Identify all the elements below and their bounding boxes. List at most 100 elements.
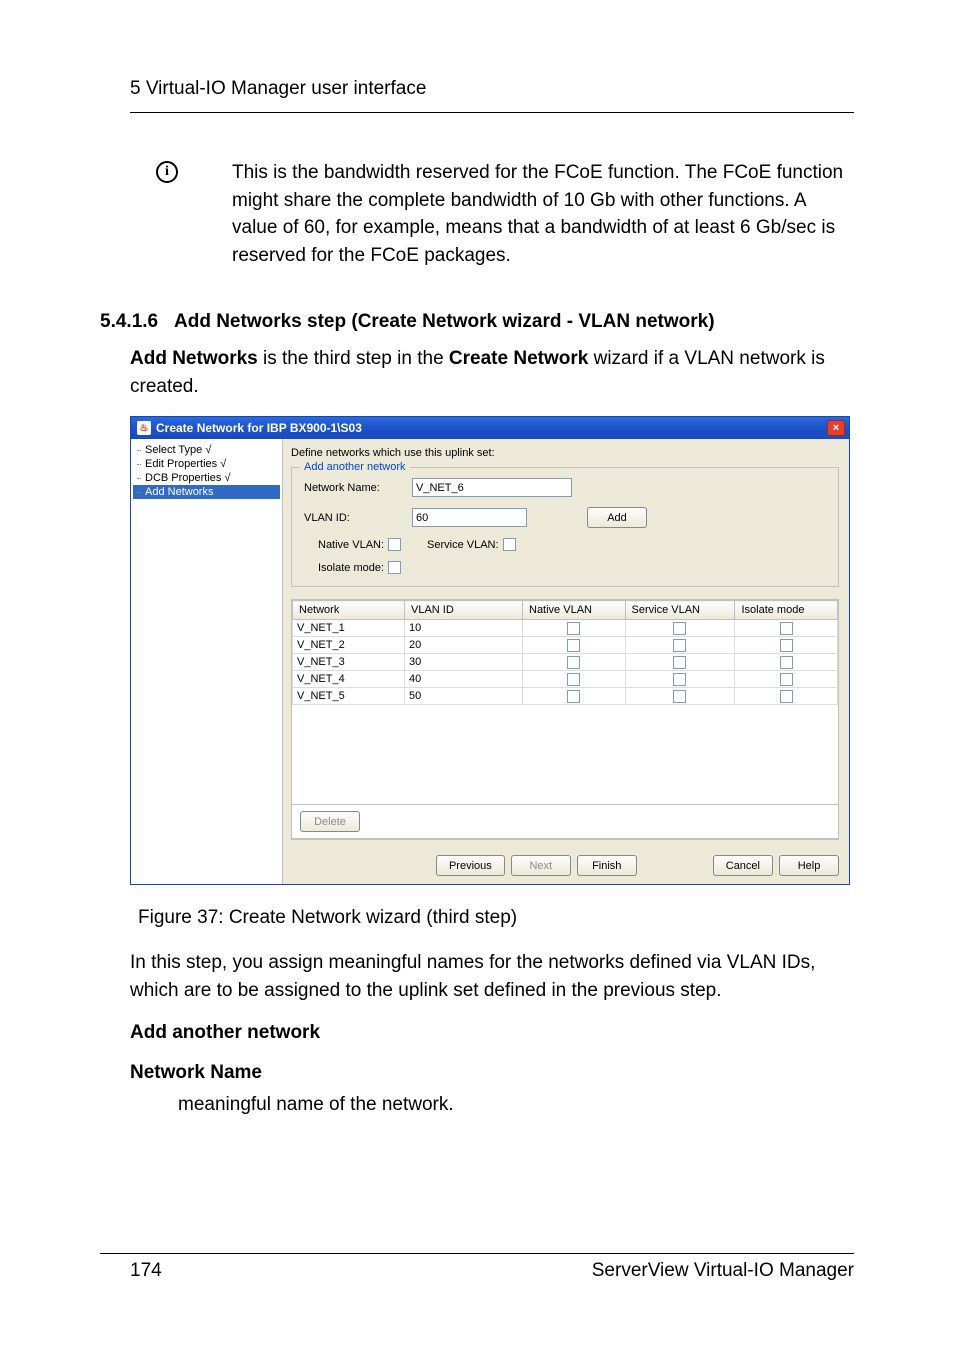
checkbox-icon[interactable] <box>780 639 793 652</box>
table-empty-space <box>292 705 838 804</box>
tree-item-select-type[interactable]: Select Type √ <box>133 443 280 457</box>
network-name-definition: meaningful name of the network. <box>178 1094 854 1116</box>
info-icon: i <box>156 161 178 183</box>
label-vlan-id: VLAN ID: <box>304 512 412 524</box>
cell-vlan-id: 40 <box>405 671 523 688</box>
subheading-add-another-network: Add another network <box>130 1022 854 1044</box>
tree-item-add-networks[interactable]: Add Networks <box>133 485 280 499</box>
cell-service-vlan[interactable] <box>625 654 735 671</box>
col-service-vlan[interactable]: Service VLAN <box>625 601 735 620</box>
intro-bold-2: Create Network <box>449 348 588 369</box>
intro-bold-1: Add Networks <box>130 348 258 369</box>
page-number: 174 <box>130 1260 162 1282</box>
label-native-vlan: Native VLAN: <box>318 539 384 551</box>
intro-paragraph: Add Networks is the third step in the Cr… <box>130 345 854 400</box>
checkbox-icon[interactable] <box>780 690 793 703</box>
fieldset-legend: Add another network <box>300 461 410 473</box>
networks-table-wrap: Network VLAN ID Native VLAN Service VLAN… <box>291 599 839 839</box>
col-native-vlan[interactable]: Native VLAN <box>523 601 626 620</box>
subheading-network-name: Network Name <box>130 1062 854 1084</box>
finish-button[interactable]: Finish <box>577 855 637 876</box>
close-icon[interactable]: × <box>827 420 845 436</box>
cell-native-vlan[interactable] <box>523 688 626 705</box>
figure-caption: Figure 37: Create Network wizard (third … <box>138 907 854 929</box>
col-network[interactable]: Network <box>293 601 405 620</box>
cell-network: V_NET_4 <box>293 671 405 688</box>
checkbox-icon[interactable] <box>673 673 686 686</box>
cell-network: V_NET_1 <box>293 620 405 637</box>
checkbox-icon[interactable] <box>673 690 686 703</box>
dialog-figure: ♨ Create Network for IBP BX900-1\S03 × S… <box>130 416 854 885</box>
checkbox-icon[interactable] <box>780 656 793 669</box>
col-vlan-id[interactable]: VLAN ID <box>405 601 523 620</box>
checkbox-icon[interactable] <box>780 622 793 635</box>
label-network-name: Network Name: <box>304 482 412 494</box>
intro-mid: is the third step in the <box>258 348 449 369</box>
networks-table: Network VLAN ID Native VLAN Service VLAN… <box>292 600 838 705</box>
after-figure-paragraph: In this step, you assign meaningful name… <box>130 949 854 1004</box>
add-button[interactable]: Add <box>587 507 647 528</box>
cell-service-vlan[interactable] <box>625 620 735 637</box>
next-button[interactable]: Next <box>511 855 571 876</box>
cell-vlan-id: 20 <box>405 637 523 654</box>
java-icon: ♨ <box>137 421 151 435</box>
service-vlan-checkbox[interactable] <box>503 538 516 551</box>
table-row[interactable]: V_NET_330 <box>293 654 838 671</box>
info-icon-wrap: i <box>156 159 232 269</box>
section-number: 5.4.1.6 <box>100 311 174 333</box>
cell-isolate-mode[interactable] <box>735 620 838 637</box>
delete-button[interactable]: Delete <box>300 811 360 832</box>
tree-item-dcb-properties[interactable]: DCB Properties √ <box>133 471 280 485</box>
cell-isolate-mode[interactable] <box>735 688 838 705</box>
dialog-titlebar: ♨ Create Network for IBP BX900-1\S03 × <box>131 417 849 439</box>
cell-isolate-mode[interactable] <box>735 637 838 654</box>
network-name-input[interactable] <box>412 478 572 497</box>
checkbox-icon[interactable] <box>567 639 580 652</box>
table-row[interactable]: V_NET_550 <box>293 688 838 705</box>
cell-isolate-mode[interactable] <box>735 654 838 671</box>
cell-service-vlan[interactable] <box>625 688 735 705</box>
checkbox-icon[interactable] <box>780 673 793 686</box>
wizard-step-tree: Select Type √ Edit Properties √ DCB Prop… <box>131 439 283 884</box>
vlan-id-input[interactable] <box>412 508 527 527</box>
cell-service-vlan[interactable] <box>625 637 735 654</box>
main-caption: Define networks which use this uplink se… <box>291 447 839 459</box>
label-isolate-mode: Isolate mode: <box>318 562 384 574</box>
table-row[interactable]: V_NET_220 <box>293 637 838 654</box>
col-isolate-mode[interactable]: Isolate mode <box>735 601 838 620</box>
help-button[interactable]: Help <box>779 855 839 876</box>
cell-native-vlan[interactable] <box>523 654 626 671</box>
cell-vlan-id: 10 <box>405 620 523 637</box>
cell-isolate-mode[interactable] <box>735 671 838 688</box>
cell-network: V_NET_5 <box>293 688 405 705</box>
cell-service-vlan[interactable] <box>625 671 735 688</box>
dialog-title-text: Create Network for IBP BX900-1\S03 <box>156 421 362 435</box>
checkbox-icon[interactable] <box>567 622 580 635</box>
cell-native-vlan[interactable] <box>523 620 626 637</box>
native-vlan-checkbox[interactable] <box>388 538 401 551</box>
isolate-mode-checkbox[interactable] <box>388 561 401 574</box>
cell-network: V_NET_2 <box>293 637 405 654</box>
page-header: 5 Virtual-IO Manager user interface <box>130 78 854 113</box>
cell-vlan-id: 50 <box>405 688 523 705</box>
table-row[interactable]: V_NET_110 <box>293 620 838 637</box>
cell-network: V_NET_3 <box>293 654 405 671</box>
section-title: Add Networks step (Create Network wizard… <box>174 311 715 333</box>
cell-native-vlan[interactable] <box>523 671 626 688</box>
cell-native-vlan[interactable] <box>523 637 626 654</box>
checkbox-icon[interactable] <box>567 656 580 669</box>
create-network-dialog: ♨ Create Network for IBP BX900-1\S03 × S… <box>130 416 850 885</box>
add-another-network-fieldset: Add another network Network Name: VLAN I… <box>291 467 839 587</box>
checkbox-icon[interactable] <box>567 690 580 703</box>
table-row[interactable]: V_NET_440 <box>293 671 838 688</box>
tree-item-edit-properties[interactable]: Edit Properties √ <box>133 457 280 471</box>
checkbox-icon[interactable] <box>567 673 580 686</box>
previous-button[interactable]: Previous <box>436 855 505 876</box>
checkbox-icon[interactable] <box>673 639 686 652</box>
cell-vlan-id: 30 <box>405 654 523 671</box>
info-text: This is the bandwidth reserved for the F… <box>232 159 854 269</box>
doc-title-footer: ServerView Virtual-IO Manager <box>592 1260 854 1282</box>
checkbox-icon[interactable] <box>673 622 686 635</box>
checkbox-icon[interactable] <box>673 656 686 669</box>
cancel-button[interactable]: Cancel <box>713 855 773 876</box>
